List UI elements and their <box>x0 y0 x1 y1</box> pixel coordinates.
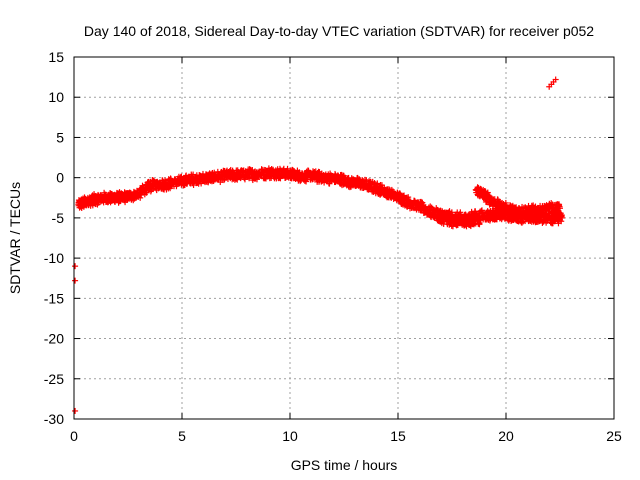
y-tick-label: 15 <box>48 49 64 65</box>
data-point <box>475 212 482 219</box>
x-axis-label: GPS time / hours <box>291 457 398 473</box>
y-tick-label: -5 <box>52 210 65 226</box>
data-point <box>284 165 291 172</box>
y-tick-label: -10 <box>44 250 64 266</box>
y-tick-label: 0 <box>56 170 64 186</box>
y-tick-label: -15 <box>44 290 64 306</box>
y-tick-label: 5 <box>56 129 64 145</box>
axis-ticks <box>73 56 615 420</box>
data-point <box>72 407 79 414</box>
y-axis-label: SDTVAR / TECUs <box>7 182 23 294</box>
data-point <box>477 216 484 223</box>
series-late-cluster <box>546 76 559 90</box>
data-point <box>137 194 144 201</box>
data-point <box>557 205 563 212</box>
x-tick-label: 15 <box>390 428 406 444</box>
data-point <box>72 263 79 270</box>
x-tick-label: 20 <box>498 428 514 444</box>
y-tick-label: -30 <box>44 411 64 427</box>
x-tick-labels: 0 5 10 15 20 25 <box>70 428 622 444</box>
series-left-edge-outliers <box>72 263 79 414</box>
data-point <box>326 180 333 187</box>
data-point <box>476 220 483 227</box>
y-tick-label: -25 <box>44 371 64 387</box>
x-tick-label: 5 <box>178 428 186 444</box>
data-point <box>519 219 526 226</box>
data-point <box>72 277 79 284</box>
x-tick-label: 10 <box>282 428 298 444</box>
data-point <box>449 223 456 230</box>
y-tick-label: 10 <box>48 89 64 105</box>
series-upper-branch <box>472 184 563 220</box>
chart-title: Day 140 of 2018, Sidereal Day-to-day VTE… <box>84 23 594 39</box>
plot-frame <box>73 56 615 420</box>
y-tick-label: -20 <box>44 331 64 347</box>
data-point <box>552 76 559 83</box>
data-point <box>555 208 562 215</box>
y-tick-labels: -30 -25 -20 -15 -10 -5 0 5 10 15 <box>44 49 64 427</box>
data-point <box>559 214 566 221</box>
grid-lines <box>74 57 614 419</box>
series-lower-branch <box>433 211 484 230</box>
x-tick-label: 0 <box>70 428 78 444</box>
data-points <box>72 76 566 414</box>
x-tick-label: 25 <box>606 428 622 444</box>
